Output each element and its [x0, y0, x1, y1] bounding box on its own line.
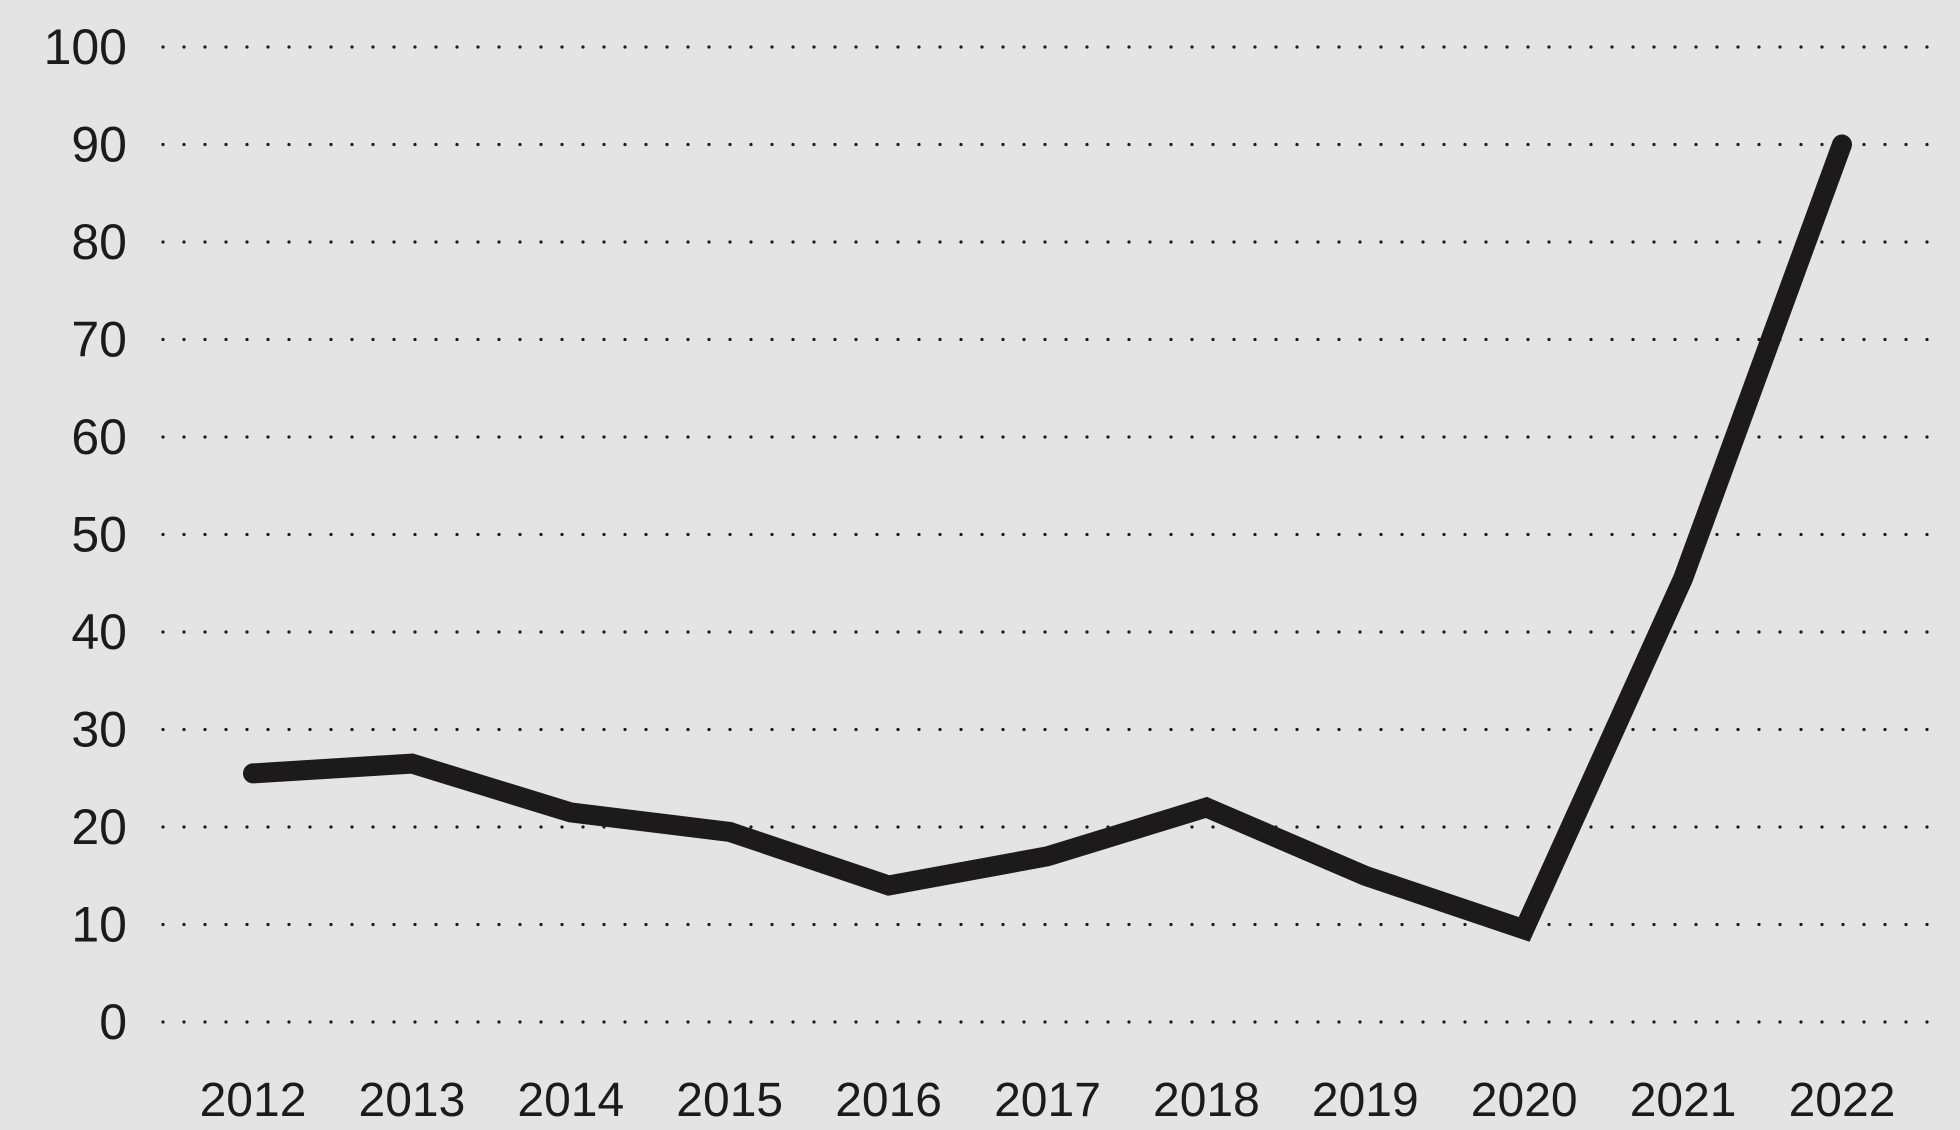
x-tick-label-2015: 2015: [676, 1074, 783, 1125]
x-tick-label-2014: 2014: [517, 1074, 624, 1125]
gridlines: [161, 45, 1937, 1024]
x-axis-tick-labels: 2012 2013 2014 2015 2016 2017 2018 2019 2020 2021…: [200, 1074, 1896, 1127]
y-tick-label-50: 50: [71, 507, 127, 563]
y-tick-label-0: 0: [99, 994, 127, 1050]
y-tick-label-40: 40: [71, 604, 127, 660]
x-tick-label-2019: 2019: [1312, 1074, 1419, 1125]
series-line-0: [243, 134, 1852, 942]
y-tick-label-60: 60: [71, 409, 127, 465]
y-tick-label-80: 80: [71, 214, 127, 270]
x-tick-label-2021: 2021: [1630, 1074, 1737, 1125]
y-tick-label-20: 20: [71, 799, 127, 855]
y-tick-label-90: 90: [71, 117, 127, 173]
x-tick-label-2013: 2013: [359, 1074, 466, 1125]
y-tick-label-100: 100: [44, 19, 127, 75]
x-tick-label-2018: 2018: [1153, 1074, 1260, 1125]
x-tick-label-2020: 2020: [1471, 1074, 1578, 1125]
series-layer: [243, 134, 1852, 942]
y-tick-label-70: 70: [71, 312, 127, 368]
y-axis-tick-labels: 0 10 20 30 40 50 60 70 80 90 100: [44, 19, 127, 1050]
x-tick-label-2022: 2022: [1789, 1074, 1896, 1125]
x-tick-label-2016: 2016: [835, 1074, 942, 1125]
y-tick-label-30: 30: [71, 702, 127, 758]
y-tick-label-10: 10: [71, 897, 127, 953]
x-tick-label-2012: 2012: [200, 1074, 307, 1125]
x-tick-label-2017: 2017: [994, 1074, 1101, 1125]
